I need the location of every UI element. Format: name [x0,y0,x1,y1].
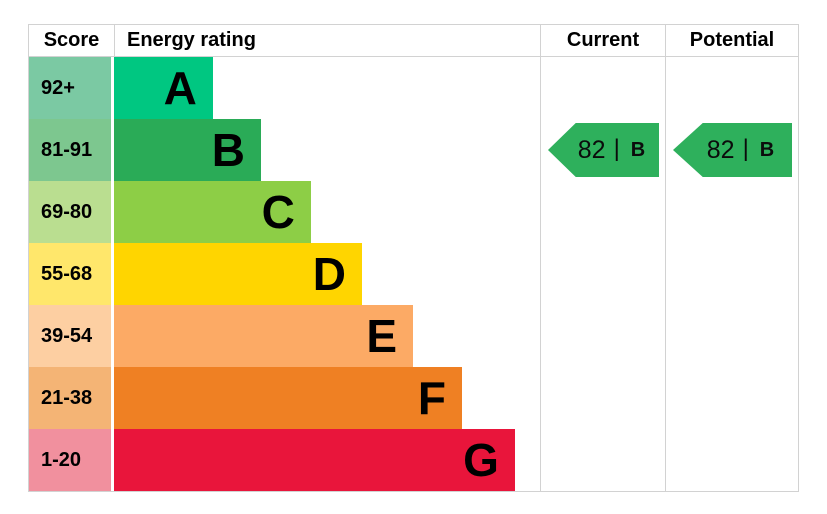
potential-rating-arrow: 82 | B [673,123,792,177]
band-letter: B [211,124,245,176]
band-row-a: 92+ A [29,57,540,119]
band-score-label: 55-68 [29,243,114,305]
band-bar-e: E [114,305,414,367]
band-bar-c: C [114,181,311,243]
band-bar-area: A [114,57,540,119]
band-score-label: 39-54 [29,305,114,367]
energy-bands: 92+ A 81-91 B 69-80 [29,57,540,491]
band-row-e: 39-54 E [29,305,540,367]
band-row-f: 21-38 F [29,367,540,429]
divider-bar: | [613,135,620,162]
band-bar-area: C [114,181,540,243]
current-column: 82 | B [540,57,665,491]
band-row-b: 81-91 B [29,119,540,181]
band-score-label: 81-91 [29,119,114,181]
band-bar-area: D [114,243,540,305]
current-band-letter: B [630,138,646,161]
epc-rating-chart: Score Energy rating Current Potential 92… [28,24,799,492]
band-score-label: 1-20 [29,429,114,491]
band-letter: C [261,186,295,238]
band-letter: E [366,310,398,362]
band-row-g: 1-20 G [29,429,540,491]
header-current: Current [540,25,665,56]
potential-score-value: 82 [706,135,735,164]
band-bar-d: D [114,243,362,305]
divider-bar: | [742,135,749,162]
band-letter: D [312,248,346,300]
band-bar-area: F [114,367,540,429]
potential-column: 82 | B [665,57,798,491]
band-score-label: 69-80 [29,181,114,243]
band-letter: F [417,372,447,424]
band-bar-b: B [114,119,261,181]
table-header: Score Energy rating Current Potential [29,25,798,57]
potential-band-letter: B [759,138,775,161]
header-potential: Potential [665,25,798,56]
header-score: Score [43,29,100,51]
band-bar-f: F [114,367,463,429]
band-score-label: 21-38 [29,367,114,429]
band-bar-area: E [114,305,540,367]
current-score-value: 82 [577,135,606,164]
header-energy-rating: Energy rating [114,25,540,56]
band-bar-g: G [114,429,515,491]
band-row-d: 55-68 D [29,243,540,305]
band-bar-area: G [114,429,540,491]
table-body: 92+ A 81-91 B 69-80 [29,57,798,491]
band-score-label: 92+ [29,57,114,119]
band-bar-area: B [114,119,540,181]
band-row-c: 69-80 C [29,181,540,243]
band-letter: A [163,62,197,114]
band-letter: G [463,434,499,486]
current-rating-arrow: 82 | B [548,123,659,177]
band-bar-a: A [114,57,213,119]
